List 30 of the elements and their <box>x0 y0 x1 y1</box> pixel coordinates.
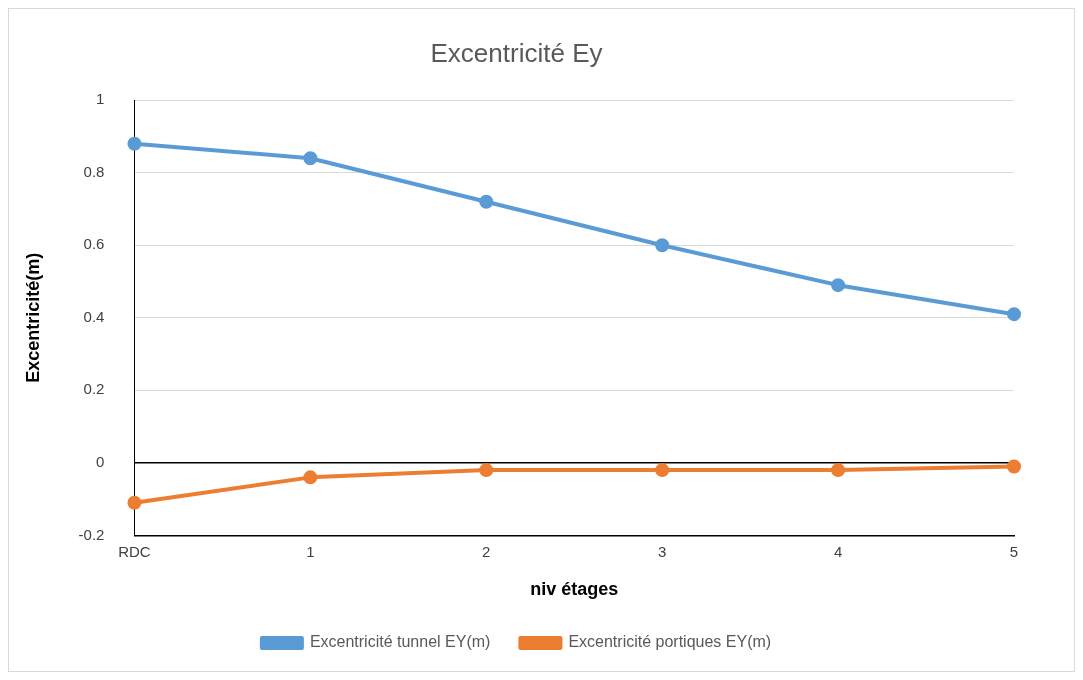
y-tick-label: 0.2 <box>83 380 105 398</box>
x-tick-label: RDC <box>118 542 151 560</box>
y-tick-label: 0.4 <box>83 307 105 325</box>
y-tick-label: 0.6 <box>83 235 105 253</box>
legend-label: Excentricité portiques EY(m) <box>568 633 772 651</box>
x-tick-label: 4 <box>833 542 843 560</box>
x-tick-label: 3 <box>658 542 667 560</box>
point <box>479 463 494 478</box>
point <box>655 238 670 253</box>
point <box>127 495 142 510</box>
y-tick-label: 0 <box>96 453 105 471</box>
x-tick-label: 2 <box>482 542 491 560</box>
y-tick-label: 1 <box>96 90 105 108</box>
point <box>831 278 846 293</box>
point <box>1007 459 1021 474</box>
point <box>1007 307 1021 322</box>
y-tick-label: 0.8 <box>83 162 105 180</box>
x-tick-label: 5 <box>1009 542 1019 560</box>
point <box>479 194 494 209</box>
point <box>127 136 142 151</box>
y-tick-label: -0.2 <box>78 525 105 543</box>
x-tick-label: 1 <box>306 542 315 560</box>
y-axis-title: Excentricité(m) <box>22 252 43 383</box>
point <box>303 151 318 166</box>
point <box>831 463 846 478</box>
point <box>655 463 670 478</box>
point <box>303 470 318 485</box>
legend-label: Excentricité tunnel EY(m) <box>309 633 491 651</box>
chart-title: Excentricité Ey <box>430 37 603 68</box>
x-axis-title: niv étages <box>530 579 619 600</box>
